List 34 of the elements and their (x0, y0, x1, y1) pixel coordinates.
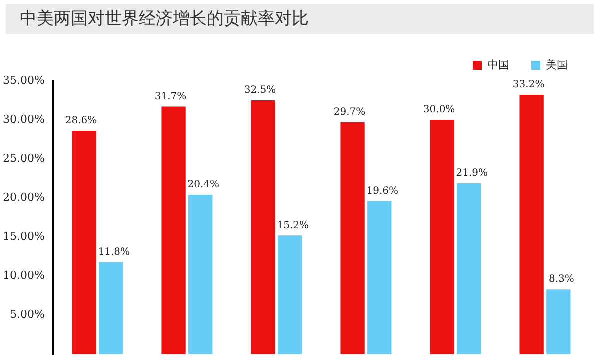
legend-label: 美国 (546, 58, 568, 72)
data-label: 28.6% (65, 116, 98, 127)
data-label: 21.9% (456, 168, 488, 179)
data-label: 11.8% (98, 246, 130, 258)
data-label: 30.0% (423, 104, 456, 116)
data-label: 32.5% (244, 85, 276, 96)
data-label: 19.6% (366, 186, 399, 197)
y-tick-label: 5.00% (10, 308, 45, 322)
chart-title: 中美两国对世界经济增长的贡献率对比 (6, 4, 594, 34)
bar (278, 236, 302, 354)
bar (457, 183, 482, 354)
legend-label: 中国 (488, 58, 510, 72)
data-label: 29.7% (334, 106, 366, 118)
bar (368, 201, 392, 354)
data-label: 33.2% (512, 80, 545, 91)
bar (162, 106, 186, 354)
y-tick-label: 25.00% (2, 152, 45, 165)
bar (99, 262, 124, 354)
bar (251, 100, 276, 354)
data-label: 8.3% (548, 274, 574, 286)
data-label: 20.4% (188, 180, 220, 191)
bar (546, 290, 571, 354)
bar (188, 195, 213, 354)
y-tick-label: 35.00% (2, 74, 45, 87)
bar (520, 95, 544, 354)
y-tick-label: 30.00% (2, 112, 45, 126)
data-label: 31.7% (154, 91, 187, 102)
bar (72, 130, 96, 354)
bar (430, 120, 454, 354)
y-tick-label: 10.00% (2, 269, 45, 282)
y-tick-label: 20.00% (2, 191, 45, 204)
data-label: 15.2% (277, 220, 310, 232)
y-tick-label: 15.00% (2, 230, 45, 244)
bar (340, 122, 365, 354)
